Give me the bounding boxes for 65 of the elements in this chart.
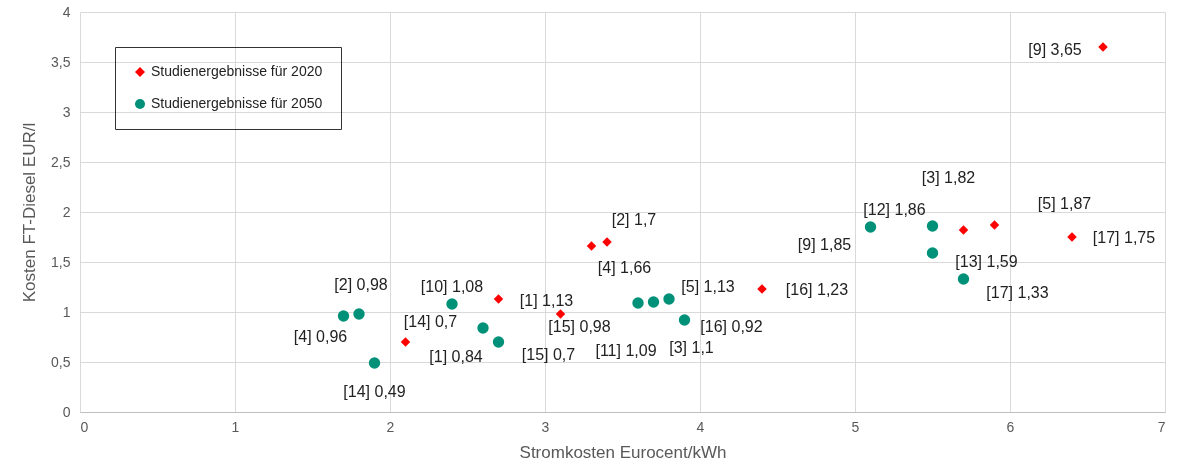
annotation: [12] 1,86: [863, 201, 926, 218]
y-tick-label: 0: [62, 403, 71, 420]
annotation: [9] 3,65: [1028, 41, 1082, 58]
annotation: [5] 1,13: [681, 278, 735, 295]
annotation: [14] 0,7: [403, 313, 458, 330]
legend-label: Studienergebnisse für 2020: [151, 63, 323, 79]
y-tick-label: 1,5: [51, 253, 71, 270]
point: [989, 220, 1000, 230]
annotation: [15] 0,7: [521, 346, 576, 363]
annotation: [16] 0,92: [700, 318, 763, 335]
annotation: [14] 0,49: [343, 383, 406, 400]
y-tick-label: 2,5: [51, 153, 71, 170]
point: [663, 293, 675, 305]
x-tick-label: 4: [696, 418, 705, 435]
annotation: [17] 1,33: [986, 284, 1049, 301]
x-tick-label: 5: [851, 418, 860, 435]
point: [555, 309, 566, 319]
annotation: [9] 1,85: [797, 236, 852, 253]
annotation: [3] 1,82: [921, 169, 976, 186]
x-axis-title: Stromkosten Eurocent/kWh: [519, 442, 727, 462]
annotation: [10] 1,08: [420, 278, 484, 295]
annotation: [15] 0,98: [548, 318, 611, 335]
point: [353, 308, 365, 320]
annotation: [17] 1,75: [1092, 229, 1156, 246]
annotation: [3] 1,1: [669, 339, 714, 356]
y-tick-label: 0,5: [51, 353, 71, 370]
annotation: [13] 1,59: [955, 253, 1018, 270]
annotation: [2] 1,7: [611, 211, 657, 228]
y-tick-label: 2: [62, 203, 71, 220]
point: [647, 296, 660, 308]
point: [368, 357, 381, 369]
point: [337, 310, 350, 322]
point: [477, 322, 489, 334]
y-tick-label: 3: [62, 103, 71, 120]
y-tick-label: 4: [62, 3, 71, 20]
point: [957, 273, 970, 285]
point: [926, 220, 939, 232]
point: [632, 297, 644, 309]
point: [492, 336, 505, 348]
point: [400, 337, 411, 347]
x-tick-label: 7: [1157, 418, 1166, 435]
point: [864, 221, 877, 233]
x-tick-label: 2: [386, 418, 395, 435]
point: [446, 298, 458, 310]
point: [493, 294, 504, 304]
annotation: [2] 0,98: [334, 276, 388, 293]
x-tick-label: 0: [80, 418, 89, 435]
x-tick-label: 6: [1006, 418, 1015, 435]
annotation: [11] 1,09: [595, 342, 657, 359]
annotation: [5] 1,87: [1037, 195, 1092, 212]
point: [958, 225, 969, 235]
annotation: [1] 0,84: [429, 348, 483, 365]
annotation: [1] 1,13: [519, 292, 574, 309]
y-tick-label: 3,5: [51, 53, 71, 70]
point: [678, 314, 691, 326]
point: [586, 241, 597, 251]
x-tick-label: 3: [541, 418, 550, 435]
y-tick-label: 1: [62, 303, 71, 320]
annotation: [4] 1,66: [597, 259, 652, 276]
legend-label: Studienergebnisse für 2050: [151, 95, 323, 111]
x-tick-label: 1: [231, 418, 240, 435]
point: [926, 247, 939, 259]
annotation: [16] 1,23: [785, 281, 849, 298]
y-axis-title: Kosten FT-Diesel EUR/l: [20, 122, 40, 303]
annotation: [4] 0,96: [293, 328, 348, 345]
